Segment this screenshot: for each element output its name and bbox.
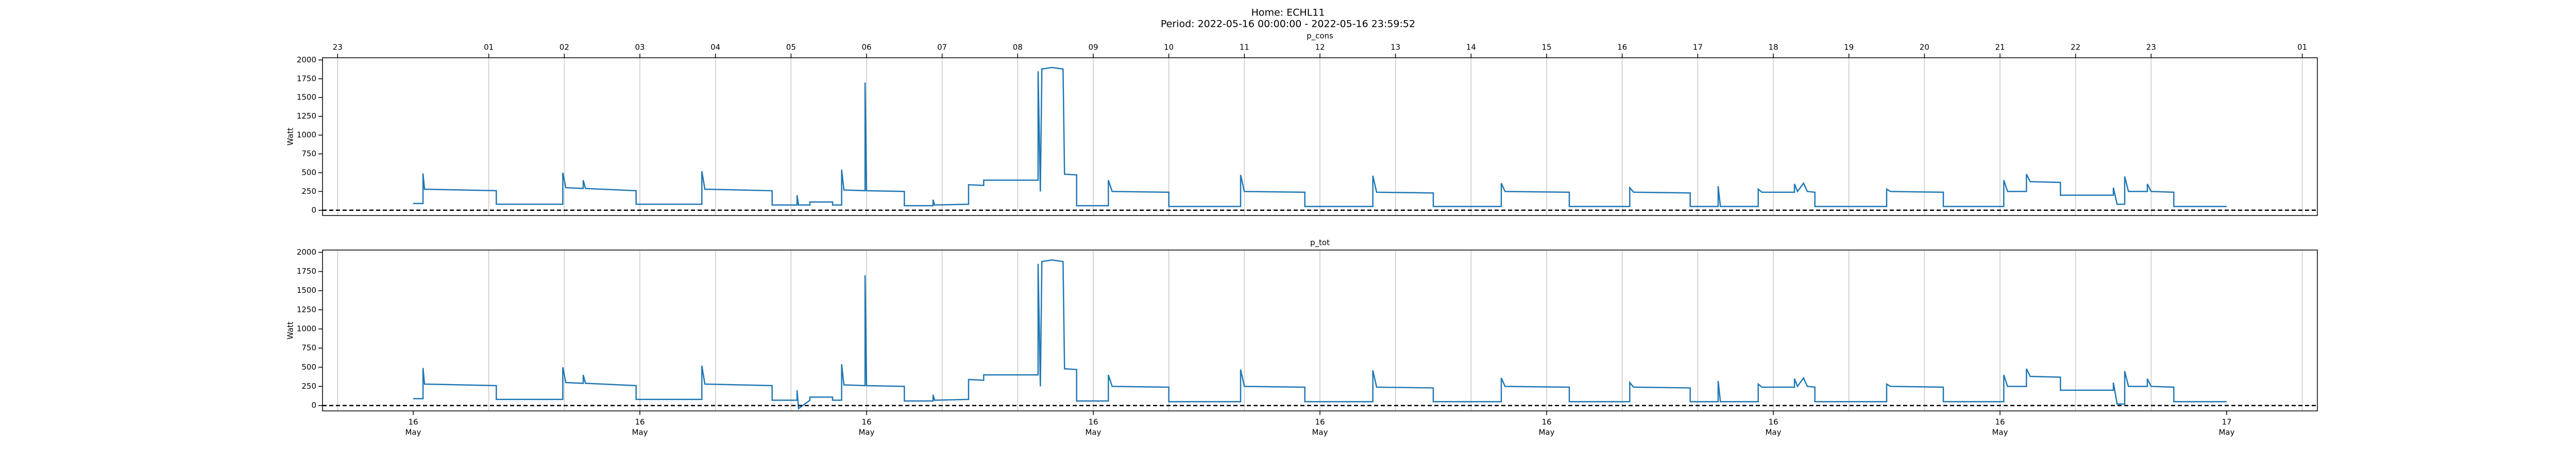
figure-subtitle: Period: 2022-05-16 00:00:00 - 2022-05-16…: [1161, 19, 1415, 30]
x-tick-label-top: 22: [2071, 43, 2080, 52]
figure-title: Home: ECHL11: [1251, 7, 1325, 19]
y-tick-label: 1750: [297, 74, 316, 83]
y-tick-label: 0: [311, 401, 316, 410]
x-tick-label-top: 06: [861, 43, 871, 52]
x-tick-month: May: [1085, 428, 1101, 437]
x-tick-day: 16: [1315, 418, 1325, 427]
x-tick-month: May: [632, 428, 648, 437]
x-tick-month: May: [1765, 428, 1781, 437]
x-tick-label-top: 08: [1013, 43, 1023, 52]
x-tick-label-top: 01: [2297, 43, 2307, 52]
x-tick-label-top: 09: [1088, 43, 1098, 52]
y-tick-label: 1250: [297, 111, 316, 121]
y-tick-label: 250: [301, 187, 316, 196]
x-tick-month: May: [2218, 428, 2234, 437]
y-axis-label: Watt: [286, 321, 295, 339]
axes-title: p_cons: [1307, 31, 1333, 41]
x-tick-label-top: 10: [1164, 43, 1174, 52]
y-tick-label: 1500: [297, 93, 316, 102]
x-tick-month: May: [1538, 428, 1554, 437]
x-tick-label-top: 18: [1768, 43, 1778, 52]
x-tick-label-top: 19: [1844, 43, 1854, 52]
x-tick-month: May: [1312, 428, 1328, 437]
y-tick-label: 750: [301, 149, 316, 158]
x-tick-label-top: 11: [1240, 43, 1249, 52]
x-tick-day: 16: [1768, 418, 1778, 427]
y-tick-label: 250: [301, 382, 316, 391]
x-tick-label-top: 17: [1693, 43, 1703, 52]
x-tick-day: 16: [635, 418, 645, 427]
data-line: [413, 67, 2227, 207]
x-tick-label-top: 23: [333, 43, 343, 52]
y-tick-label: 750: [301, 343, 316, 353]
x-tick-label-top: 14: [1466, 43, 1476, 52]
x-tick-label-top: 16: [1617, 43, 1627, 52]
y-tick-label: 1250: [297, 305, 316, 314]
x-tick-label-top: 15: [1541, 43, 1551, 52]
x-tick-day: 16: [1995, 418, 2005, 427]
y-tick-label: 1000: [297, 324, 316, 334]
x-tick-day: 16: [861, 418, 871, 427]
x-tick-label-top: 13: [1391, 43, 1400, 52]
y-tick-label: 1750: [297, 267, 316, 276]
y-axis-label: Watt: [286, 127, 295, 145]
x-tick-month: May: [1992, 428, 2008, 437]
y-tick-label: 2000: [297, 55, 316, 64]
y-tick-label: 2000: [297, 247, 316, 257]
y-tick-label: 0: [311, 205, 316, 214]
y-tick-label: 1000: [297, 130, 316, 140]
y-tick-label: 1500: [297, 286, 316, 295]
data-line: [413, 259, 2227, 410]
axes-title: p_tot: [1310, 238, 1330, 248]
x-tick-month: May: [405, 428, 421, 437]
y-tick-label: 500: [301, 362, 316, 372]
x-tick-day: 16: [1088, 418, 1098, 427]
x-tick-label-top: 03: [635, 43, 645, 52]
x-tick-label-top: 01: [484, 43, 494, 52]
axes-frame: [322, 250, 2318, 411]
x-tick-day: 17: [2222, 418, 2231, 427]
x-tick-day: 16: [408, 418, 418, 427]
x-tick-label-top: 05: [786, 43, 796, 52]
x-tick-label-top: 20: [1920, 43, 1929, 52]
axes-frame: [322, 57, 2318, 216]
x-tick-label-top: 02: [560, 43, 569, 52]
x-tick-label-top: 21: [1995, 43, 2005, 52]
x-tick-label-top: 23: [2146, 43, 2156, 52]
x-tick-month: May: [858, 428, 874, 437]
x-tick-label-top: 07: [937, 43, 947, 52]
x-tick-label-top: 04: [710, 43, 720, 52]
x-tick-day: 16: [1541, 418, 1551, 427]
y-tick-label: 500: [301, 168, 316, 177]
x-tick-label-top: 12: [1315, 43, 1325, 52]
